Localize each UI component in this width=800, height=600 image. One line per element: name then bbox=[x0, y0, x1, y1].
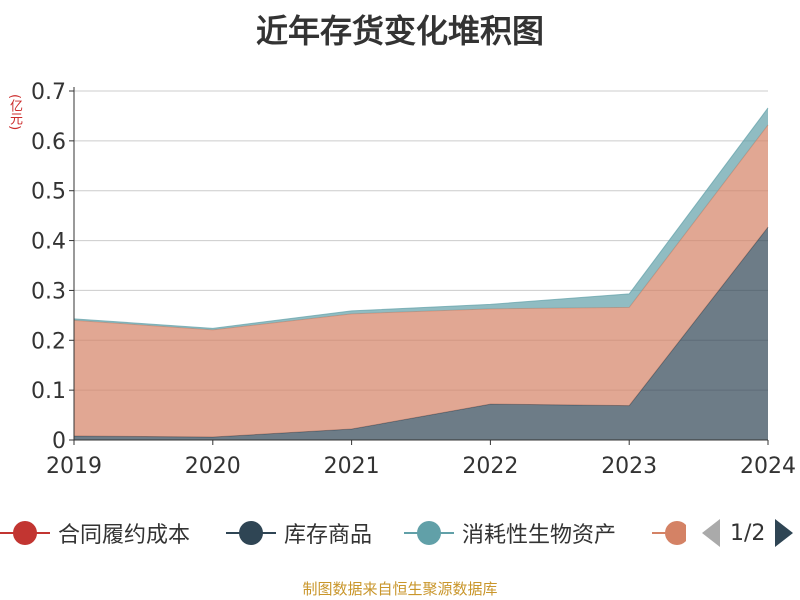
y-tick-label: 0.2 bbox=[31, 329, 66, 354]
y-tick-label: 0.5 bbox=[31, 180, 66, 205]
series-line bbox=[73, 107, 769, 329]
data-source-note: 制图数据来自恒生聚源数据库 bbox=[302, 580, 498, 598]
legend-label: 库存商品 bbox=[284, 523, 373, 548]
x-tick-label: 2023 bbox=[601, 454, 657, 479]
y-tick-label: 0.4 bbox=[31, 230, 66, 255]
x-tick-label: 2021 bbox=[324, 454, 380, 479]
legend-page-indicator: 1/2 bbox=[730, 520, 766, 546]
legend-item-raw-materials[interactable] bbox=[652, 515, 686, 551]
y-tick-label: 0 bbox=[52, 429, 66, 454]
y-tick-label: 0.6 bbox=[31, 130, 66, 155]
legend-label: 消耗性生物资产 bbox=[462, 523, 617, 548]
x-tick-label: 2024 bbox=[740, 454, 796, 479]
y-tick-label: 0.7 bbox=[31, 80, 66, 105]
x-tick-label: 2020 bbox=[185, 454, 241, 479]
area-series bbox=[74, 124, 768, 438]
legend-marker-icon bbox=[226, 515, 276, 551]
legend-item-inventory-goods[interactable]: 库存商品 bbox=[226, 515, 372, 551]
legend: 合同履约成本 库存商品 消耗性生物资产 bbox=[0, 515, 800, 551]
x-tick-label: 2022 bbox=[462, 454, 518, 479]
area-series bbox=[74, 227, 768, 440]
y-tick-label: 0.3 bbox=[31, 279, 66, 304]
next-page-icon[interactable] bbox=[775, 519, 794, 547]
prev-page-icon[interactable] bbox=[702, 519, 720, 547]
legend-pager: 1/2 bbox=[702, 515, 794, 551]
y-tick-label: 0.1 bbox=[31, 379, 66, 404]
legend-label: 合同履约成本 bbox=[58, 523, 191, 548]
legend-item-biological-assets[interactable]: 消耗性生物资产 bbox=[404, 515, 616, 551]
x-tick-label: 2019 bbox=[46, 454, 102, 479]
y-axis-unit: (亿元) bbox=[7, 94, 22, 131]
legend-marker-icon bbox=[652, 515, 686, 551]
legend-item-contract-cost[interactable]: 合同履约成本 bbox=[0, 515, 190, 551]
legend-marker-icon bbox=[0, 515, 50, 551]
chart-title: 近年存货变化堆积图 bbox=[255, 12, 544, 50]
legend-marker-icon bbox=[404, 515, 454, 551]
